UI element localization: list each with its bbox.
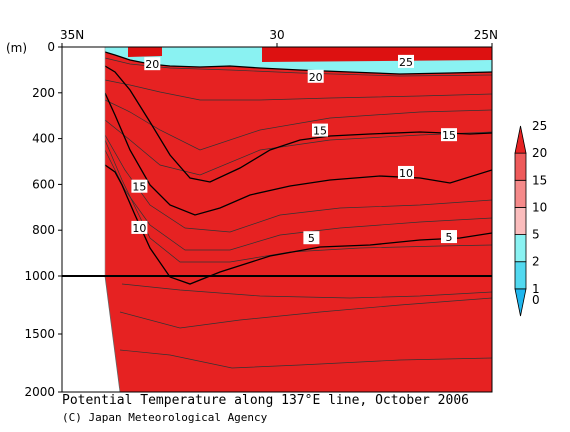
contour-label: 20 (309, 71, 323, 84)
contour-line-bold (104, 164, 492, 285)
y-tick-label: 2000 (24, 385, 55, 399)
contour-label: 5 (308, 232, 315, 245)
contour-label-bg (307, 69, 324, 83)
contour-line (121, 283, 492, 299)
y-tick-label: 1500 (24, 327, 55, 341)
colorbar-label: 5 (532, 228, 540, 242)
contour-label: 15 (442, 129, 456, 142)
colorbar-label: 25 (532, 119, 547, 133)
colorbar-label: 0 (532, 293, 540, 307)
contour-label-bg (441, 128, 457, 142)
shelf-slope-line (104, 275, 121, 393)
topography-mask (62, 47, 121, 393)
x-tick-label: 35N (60, 28, 84, 42)
contour-label-bg (398, 54, 414, 68)
contour-line (119, 349, 492, 369)
y-unit-label: (m) (6, 41, 27, 55)
colorbar-segment (514, 234, 527, 263)
colorbar-label: 20 (532, 146, 547, 160)
colorbar-segment (514, 207, 527, 235)
contour-line (104, 149, 492, 251)
contour-label-bg (144, 57, 161, 71)
y-tick-label: 0 (47, 40, 55, 54)
x-tick-label: 30 (269, 28, 284, 42)
contour-label-bg (312, 123, 328, 137)
chart-credit: (C) Japan Meteorological Agency (62, 411, 268, 424)
colorbar-label: 10 (532, 200, 547, 214)
contour-line (119, 297, 492, 329)
y-tick-label: 800 (32, 223, 55, 237)
land-mask-lower (62, 276, 120, 392)
y-tick-label: 200 (32, 86, 55, 100)
y-tick-label: 1000 (24, 269, 55, 283)
contour-line (104, 119, 492, 176)
band-20-25 (105, 52, 492, 392)
contour-label-bg (441, 230, 457, 244)
contour-line (104, 139, 492, 263)
contour-label: 15 (313, 125, 327, 138)
contour-line-bold (104, 65, 492, 183)
contour-label-bg (303, 231, 320, 245)
contour-line (104, 99, 492, 151)
contour-label-bg (398, 165, 414, 179)
contour-label: 5 (446, 231, 453, 244)
contour-line-bold (104, 51, 492, 75)
colorbar-segment (514, 179, 527, 208)
contour-label: 10 (399, 167, 413, 180)
contour-line (104, 79, 492, 101)
contour-label: 25 (399, 56, 413, 69)
contour-label: 15 (132, 181, 146, 194)
colorbar-label: 1 (532, 282, 540, 296)
colorbar-segment (514, 288, 527, 317)
colorbar-segment (514, 125, 527, 154)
contour-line (104, 57, 492, 77)
colorbar-segment (514, 152, 527, 181)
x-tick-label: 25N (474, 28, 498, 42)
colorbar-segment (514, 261, 527, 290)
chart-title: Potential Temperature along 137°E line, … (62, 393, 469, 408)
contour-label-bg (131, 220, 148, 234)
colorbar-label: 15 (532, 173, 547, 187)
y-tick-label: 600 (32, 177, 55, 191)
contour-label: 10 (132, 222, 146, 235)
contour-label: 20 (145, 58, 159, 71)
contour-label-bg (131, 179, 148, 193)
y-tick-label: 400 (32, 132, 55, 146)
colorbar-label: 2 (532, 255, 540, 269)
